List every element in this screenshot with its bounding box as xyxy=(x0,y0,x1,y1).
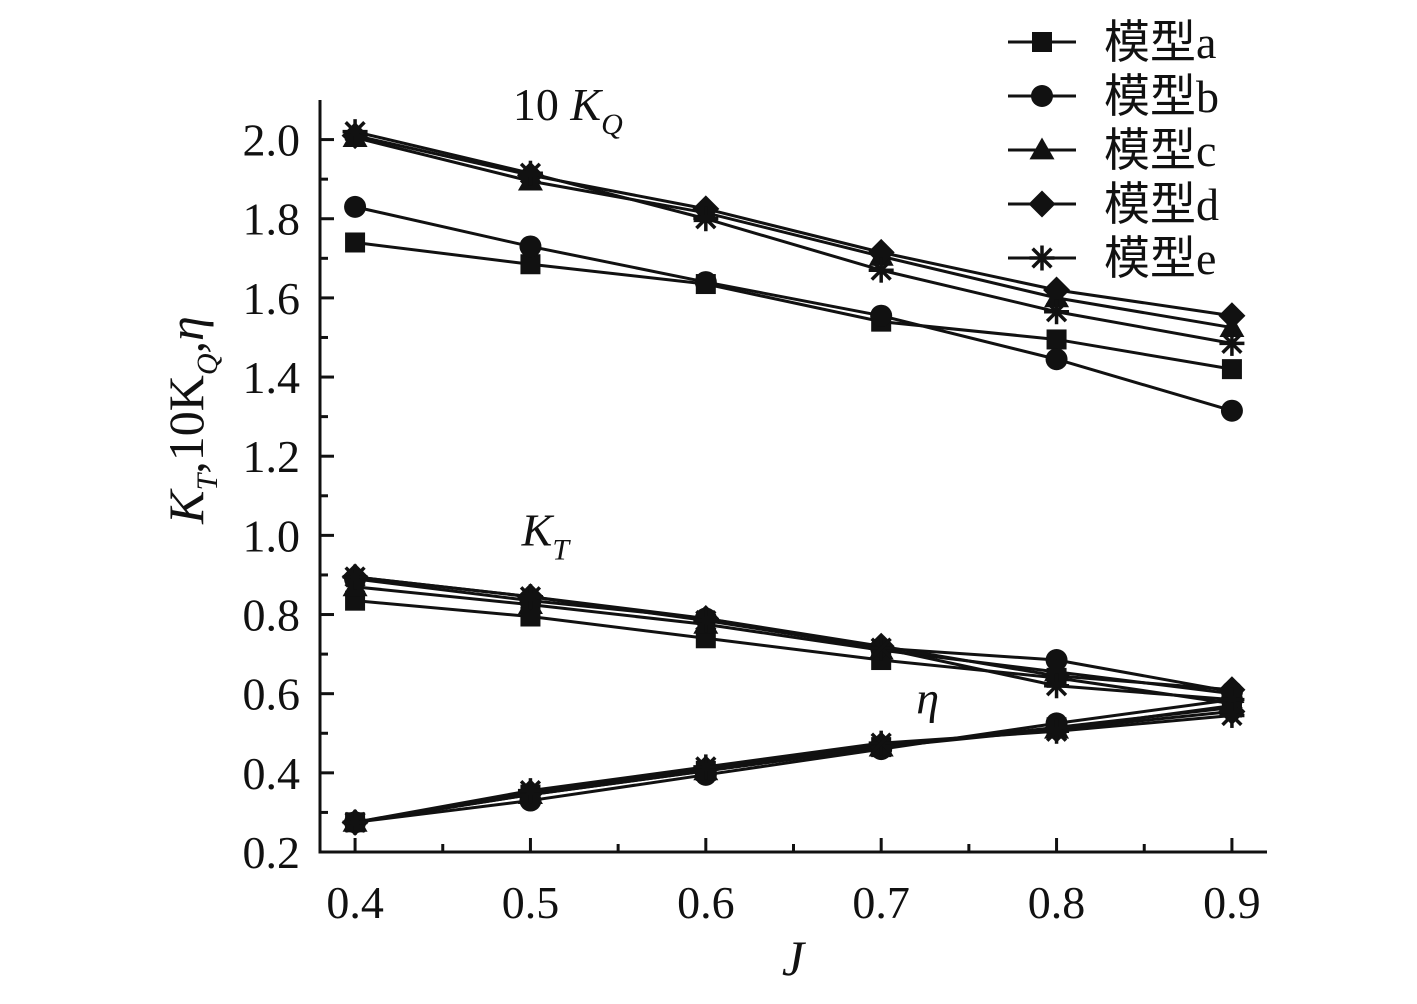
series-line-10kq xyxy=(354,205,1233,413)
y-tick-label: 1.8 xyxy=(243,194,301,245)
y-title-part-2: T xyxy=(191,471,224,490)
series-line-kt xyxy=(354,599,1233,706)
data-point-10kq xyxy=(1046,329,1067,350)
data-point-eta xyxy=(693,754,719,780)
annotation-10kq: 10 KQ xyxy=(513,79,623,141)
data-point-kt xyxy=(517,584,543,610)
legend-marker xyxy=(1029,245,1055,271)
data-point-10kq xyxy=(868,257,894,283)
x-tick-label: 0.6 xyxy=(677,877,735,928)
data-point-10kq xyxy=(1044,299,1070,325)
legend-item: 模型a xyxy=(1008,17,1216,68)
x-axis-title: J xyxy=(782,930,807,986)
x-tick-label: 0.9 xyxy=(1203,877,1261,928)
data-point-10kq xyxy=(870,304,893,327)
x-tick-label: 0.7 xyxy=(852,877,910,928)
series-line-10kq xyxy=(354,130,1233,345)
series-line-10kq xyxy=(354,134,1233,318)
annotation-eta: η xyxy=(916,672,939,723)
legend-label: 模型e xyxy=(1104,233,1216,284)
y-tick-label: 1.2 xyxy=(243,431,301,482)
legend-label: 模型a xyxy=(1104,17,1216,68)
data-point-10kq xyxy=(1043,276,1071,304)
legend-item: 模型d xyxy=(1008,179,1219,230)
legend-item: 模型e xyxy=(1008,233,1216,284)
legend-marker xyxy=(1031,85,1053,107)
data-point-10kq xyxy=(520,254,541,275)
series-line-eta xyxy=(354,698,1233,824)
series-line-eta xyxy=(354,713,1233,824)
annotation-10kq-prefix: 10 xyxy=(513,79,571,130)
y-title-part-1: K xyxy=(158,488,214,525)
annotation-kt-sub: T xyxy=(552,533,571,566)
y-title-part-3: ,10K xyxy=(158,375,214,474)
data-point-10kq xyxy=(517,160,543,186)
annotation-10kq-sub: Q xyxy=(601,108,623,141)
data-point-10kq xyxy=(1045,348,1068,371)
y-tick-label: 0.2 xyxy=(243,827,301,878)
data-point-eta xyxy=(1044,718,1070,744)
series-5 xyxy=(342,119,1245,835)
annotation-10kq-main: K xyxy=(569,79,603,130)
data-point-10kq xyxy=(345,232,366,253)
x-tick-label: 0.5 xyxy=(502,877,560,928)
y-axis-title: KT,10KQ,η xyxy=(158,316,224,525)
data-point-kt xyxy=(342,564,368,590)
y-tick-label: 2.0 xyxy=(243,115,301,166)
data-point-10kq xyxy=(1221,359,1242,380)
data-point-eta xyxy=(1219,702,1245,728)
series-1 xyxy=(345,232,1242,833)
legend-marker xyxy=(1029,137,1055,160)
series-line-kt xyxy=(354,585,1233,696)
series-line-10kq xyxy=(354,240,1233,371)
data-point-10kq xyxy=(694,271,717,294)
y-tick-label: 1.6 xyxy=(243,273,301,324)
data-point-eta xyxy=(868,730,894,756)
series-line-10kq xyxy=(354,136,1233,330)
data-point-kt xyxy=(868,635,894,661)
legend-label: 模型c xyxy=(1104,125,1216,176)
annotation-kt-main: K xyxy=(521,504,555,555)
data-point-kt xyxy=(693,607,719,633)
series-line-eta xyxy=(354,710,1233,824)
data-point-10kq xyxy=(867,238,895,266)
y-title-part-5: ,η xyxy=(158,316,214,353)
series-line-kt xyxy=(354,575,1233,702)
data-point-kt xyxy=(1044,673,1070,699)
data-point-10kq xyxy=(693,206,719,232)
legend-item: 模型c xyxy=(1008,125,1216,176)
legend-label: 模型d xyxy=(1104,179,1219,230)
y-tick-label: 0.4 xyxy=(243,748,301,799)
x-tick-label: 0.8 xyxy=(1028,877,1086,928)
data-point-10kq xyxy=(342,119,368,145)
data-point-10kq xyxy=(344,195,367,218)
legend-label: 模型b xyxy=(1104,71,1219,122)
data-point-eta xyxy=(517,778,543,804)
series-2 xyxy=(344,195,1243,834)
y-tick-label: 0.6 xyxy=(243,669,301,720)
data-point-10kq xyxy=(519,235,542,258)
legend-marker xyxy=(1032,32,1052,52)
annotation-kt: KT xyxy=(521,504,572,566)
y-title-part-4: Q xyxy=(191,353,224,375)
y-tick-label: 1.4 xyxy=(243,352,301,403)
data-point-eta xyxy=(342,809,368,835)
legend-marker xyxy=(1028,190,1056,218)
data-point-10kq xyxy=(1219,330,1245,356)
ticks-layer: 0.4 0.5 0.6 0.7 0.8 0.9 0.2 0.4 0.6 0.8 1.0 1.2 1.4 1… xyxy=(243,115,1261,928)
y-tick-label: 1.0 xyxy=(243,510,301,561)
legend-item: 模型b xyxy=(1008,71,1219,122)
data-point-10kq xyxy=(1220,399,1243,422)
x-tick-label: 0.4 xyxy=(326,877,384,928)
y-tick-label: 0.8 xyxy=(243,590,301,641)
series-layer xyxy=(341,119,1246,836)
data-point-10kq xyxy=(1218,302,1246,330)
